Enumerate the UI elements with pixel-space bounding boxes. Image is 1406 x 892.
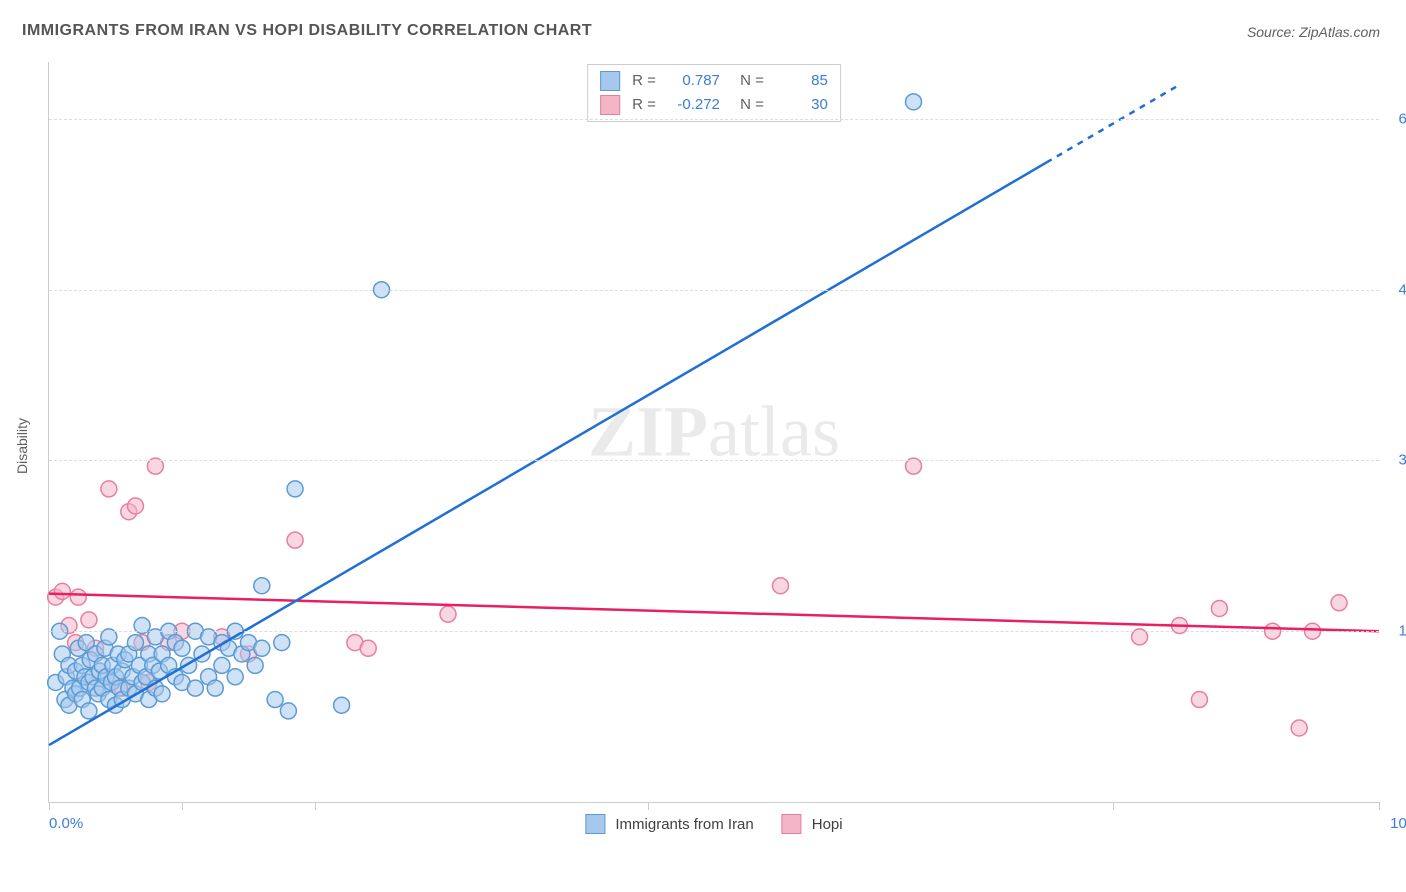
x-tick-label: 100.0%	[1390, 815, 1406, 832]
y-tick-label: 15.0%	[1398, 623, 1406, 640]
y-axis-label: Disability	[14, 418, 30, 474]
point-iran	[174, 640, 190, 656]
gridline	[49, 290, 1379, 291]
legend-item-hopi: Hopi	[782, 814, 843, 834]
point-hopi	[70, 589, 86, 605]
stats-R-hopi: -0.272	[664, 93, 720, 117]
stats-row-iran: R = 0.787 N = 85	[600, 69, 828, 93]
legend-swatch-iran	[585, 814, 605, 834]
stats-R-label: R =	[632, 93, 656, 117]
point-hopi	[440, 606, 456, 622]
y-tick-label: 60.0%	[1398, 110, 1406, 127]
point-iran	[207, 680, 223, 696]
stats-R-iran: 0.787	[664, 69, 720, 93]
gridline	[49, 631, 1379, 632]
chart-title: IMMIGRANTS FROM IRAN VS HOPI DISABILITY …	[22, 22, 592, 40]
point-iran	[127, 635, 143, 651]
x-tick	[182, 802, 183, 810]
plot-area: ZIPatlas R = 0.787 N = 85 R = -0.272 N =…	[48, 62, 1379, 803]
point-hopi	[287, 532, 303, 548]
stats-box: R = 0.787 N = 85 R = -0.272 N = 30	[587, 64, 841, 122]
y-tick-label: 45.0%	[1398, 281, 1406, 298]
trend-iran-dash	[1047, 85, 1180, 163]
point-hopi	[127, 498, 143, 514]
stats-N-hopi: 30	[772, 93, 828, 117]
point-hopi	[1291, 720, 1307, 736]
legend: Immigrants from Iran Hopi	[585, 814, 842, 834]
x-tick	[1379, 802, 1380, 810]
legend-label-iran: Immigrants from Iran	[615, 816, 753, 833]
source-label: Source: ZipAtlas.com	[1247, 24, 1380, 40]
swatch-hopi	[600, 95, 620, 115]
point-hopi	[1331, 595, 1347, 611]
stats-R-label: R =	[632, 69, 656, 93]
chart-container: IMMIGRANTS FROM IRAN VS HOPI DISABILITY …	[0, 0, 1406, 892]
point-iran	[287, 481, 303, 497]
point-hopi	[81, 612, 97, 628]
legend-swatch-hopi	[782, 814, 802, 834]
point-iran	[274, 635, 290, 651]
stats-N-iran: 85	[772, 69, 828, 93]
point-hopi	[101, 481, 117, 497]
point-hopi	[1191, 692, 1207, 708]
trend-iran	[49, 162, 1047, 745]
point-iran	[334, 697, 350, 713]
legend-item-iran: Immigrants from Iran	[585, 814, 753, 834]
gridline	[49, 119, 1379, 120]
stats-row-hopi: R = -0.272 N = 30	[600, 93, 828, 117]
point-hopi	[360, 640, 376, 656]
y-tick-label: 30.0%	[1398, 452, 1406, 469]
point-hopi	[1211, 600, 1227, 616]
point-iran	[254, 640, 270, 656]
x-tick	[315, 802, 316, 810]
point-hopi	[54, 583, 70, 599]
x-tick	[1113, 802, 1114, 810]
point-iran	[154, 686, 170, 702]
x-tick	[49, 802, 50, 810]
point-iran	[81, 703, 97, 719]
point-iran	[247, 657, 263, 673]
x-tick-label: 0.0%	[49, 815, 83, 832]
point-iran	[214, 657, 230, 673]
x-tick	[648, 802, 649, 810]
trend-hopi	[49, 594, 1379, 632]
point-iran	[254, 578, 270, 594]
gridline	[49, 460, 1379, 461]
chart-svg	[49, 62, 1379, 802]
legend-label-hopi: Hopi	[812, 816, 843, 833]
swatch-iran	[600, 71, 620, 91]
point-iran	[227, 669, 243, 685]
stats-N-label: N =	[740, 93, 764, 117]
point-iran	[267, 692, 283, 708]
stats-N-label: N =	[740, 69, 764, 93]
point-iran	[187, 680, 203, 696]
point-iran	[280, 703, 296, 719]
point-hopi	[773, 578, 789, 594]
point-iran	[906, 94, 922, 110]
